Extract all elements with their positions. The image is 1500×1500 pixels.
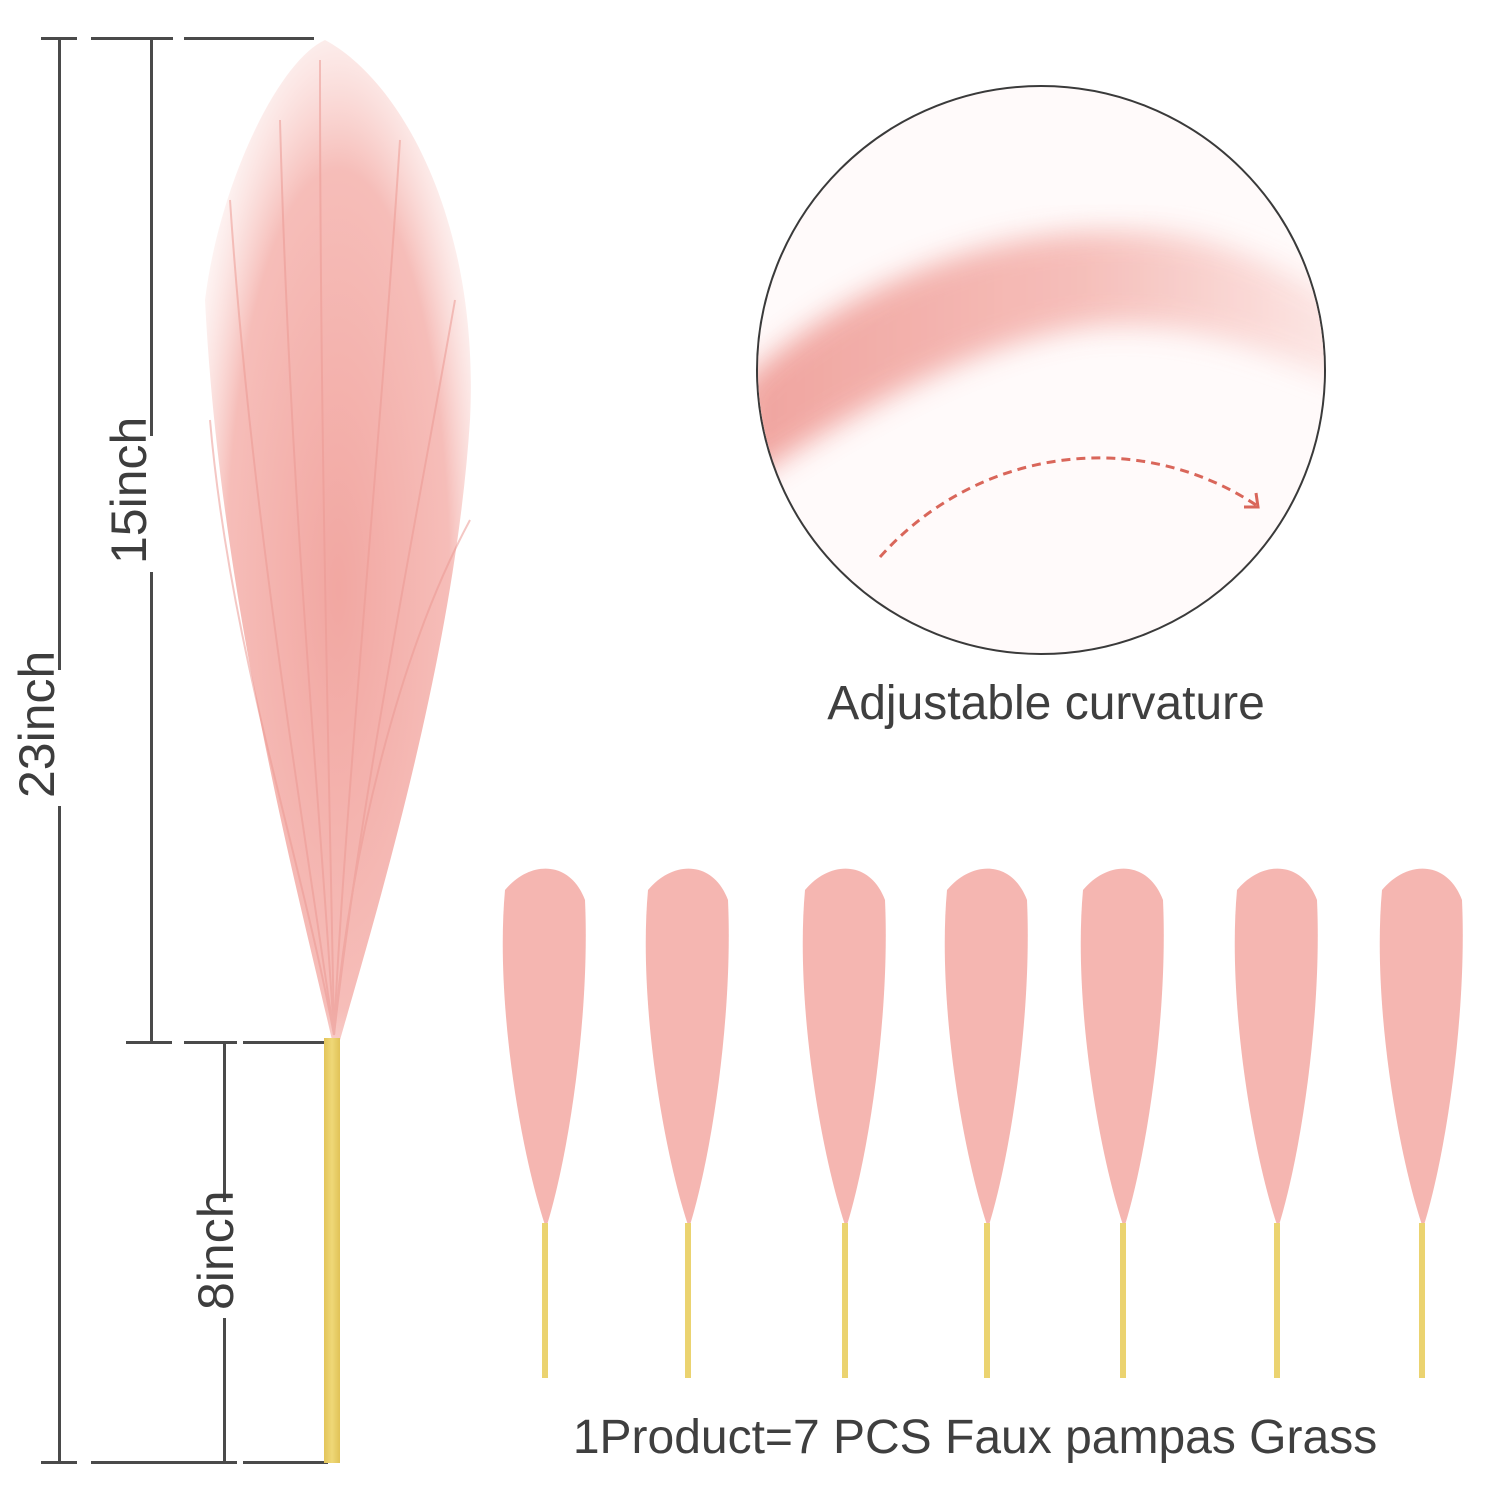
- detail-circle: [756, 85, 1326, 655]
- mid-tick-plume: [126, 1041, 172, 1044]
- small-plume-3: [802, 868, 886, 1378]
- bottom-tick-stem: [91, 1461, 237, 1464]
- small-plume-2: [645, 868, 729, 1378]
- mid-tick-stem: [184, 1041, 237, 1044]
- top-guide: [184, 37, 314, 40]
- small-plume-4: [944, 868, 1028, 1378]
- curved-plume-detail: [758, 230, 1324, 558]
- small-plume-7: [1379, 868, 1463, 1378]
- detail-caption: Adjustable curvature: [827, 677, 1265, 730]
- mid-guide: [243, 1041, 328, 1044]
- small-plume-5: [1080, 868, 1164, 1378]
- top-tick-plume: [91, 37, 173, 40]
- curvature-arrow: [878, 456, 1257, 558]
- bundle-caption: 1Product=7 PCS Faux pampas Grass: [572, 1411, 1378, 1464]
- small-plume-6: [1234, 868, 1318, 1378]
- bottom-tick-total: [41, 1461, 77, 1464]
- bottom-guide: [243, 1461, 328, 1464]
- small-plume-1: [502, 868, 586, 1378]
